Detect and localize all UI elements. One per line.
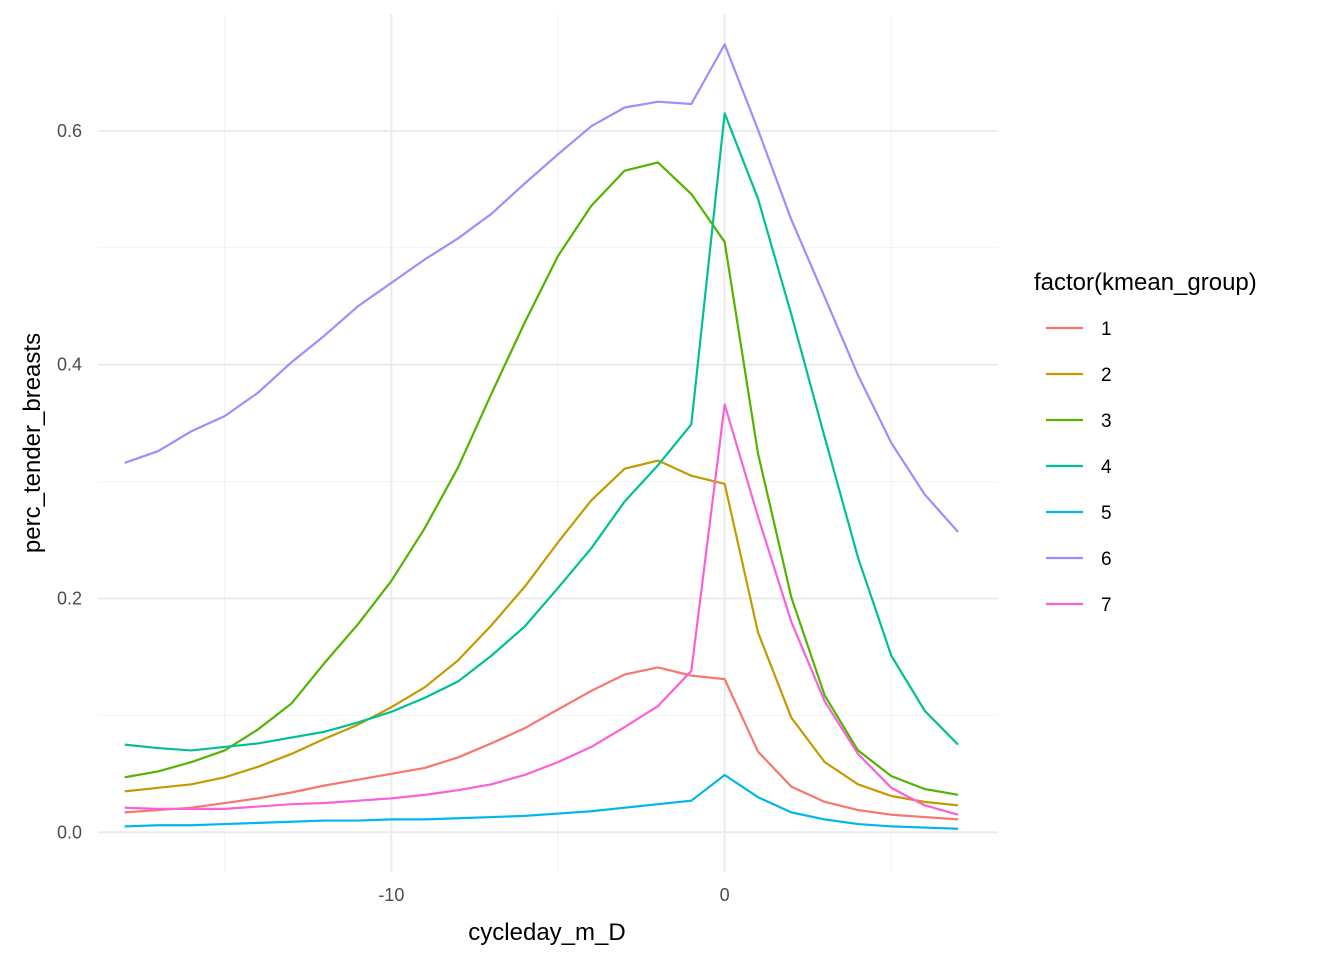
major-gridlines — [98, 14, 998, 872]
legend-item-7: 7 — [1046, 595, 1112, 616]
series-line-6 — [124, 43, 959, 533]
series-line-1 — [124, 666, 959, 821]
y-axis-title: perc_tender_breasts — [19, 333, 46, 553]
legend-item-3: 3 — [1046, 411, 1112, 432]
x-axis-tick-labels: -10 0 — [378, 885, 729, 905]
x-axis-title: cycleday_m_D — [468, 919, 625, 946]
series-lines — [124, 43, 959, 830]
legend-label: 2 — [1101, 365, 1112, 386]
y-axis-tick-labels: 0.0 0.2 0.4 0.6 — [57, 121, 82, 842]
legend-item-4: 4 — [1046, 457, 1112, 478]
series-line-3 — [124, 161, 959, 796]
series-line-5 — [124, 773, 959, 830]
legend-items: 1 2 3 4 5 6 7 — [1046, 319, 1112, 616]
y-tick-label: 0.2 — [57, 588, 82, 608]
legend-item-2: 2 — [1046, 365, 1112, 386]
legend-label: 3 — [1101, 411, 1112, 432]
legend-item-5: 5 — [1046, 503, 1112, 524]
legend-label: 7 — [1101, 595, 1112, 616]
legend-item-6: 6 — [1046, 549, 1112, 570]
x-tick-label: 0 — [720, 885, 730, 905]
x-tick-label: -10 — [378, 885, 404, 905]
y-tick-label: 0.6 — [57, 121, 82, 141]
legend-title: factor(kmean_group) — [1034, 269, 1257, 296]
legend: factor(kmean_group) 1 2 3 4 5 6 7 — [1034, 269, 1257, 616]
legend-label: 5 — [1101, 503, 1112, 524]
legend-item-1: 1 — [1046, 319, 1112, 340]
y-tick-label: 0.0 — [57, 822, 82, 842]
legend-label: 4 — [1101, 457, 1112, 478]
series-line-2 — [124, 459, 959, 807]
series-line-7 — [124, 403, 959, 816]
minor-gridlines — [98, 14, 998, 872]
legend-label: 6 — [1101, 549, 1112, 570]
y-tick-label: 0.4 — [57, 355, 82, 375]
legend-label: 1 — [1101, 319, 1112, 340]
series-line-4 — [124, 112, 959, 752]
